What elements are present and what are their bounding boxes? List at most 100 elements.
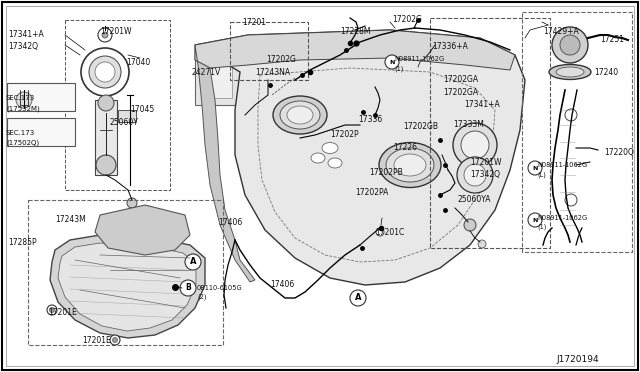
Ellipse shape <box>273 96 327 134</box>
Text: (17532M): (17532M) <box>6 105 40 112</box>
Text: (17502Q): (17502Q) <box>6 140 39 147</box>
Polygon shape <box>195 45 255 282</box>
Text: 0B110-6105G: 0B110-6105G <box>197 285 243 291</box>
Text: 17228M: 17228M <box>340 27 371 36</box>
Text: 25060Y: 25060Y <box>110 118 139 127</box>
Text: N: N <box>389 60 395 64</box>
Bar <box>118 110 136 122</box>
Circle shape <box>16 92 32 108</box>
Text: 17202PB: 17202PB <box>369 168 403 177</box>
Text: 17201W: 17201W <box>470 158 502 167</box>
Ellipse shape <box>280 101 320 129</box>
Ellipse shape <box>386 148 434 182</box>
Bar <box>7 118 75 146</box>
Circle shape <box>478 240 486 248</box>
Text: A: A <box>355 294 361 302</box>
Polygon shape <box>195 30 525 285</box>
Text: 17045: 17045 <box>130 105 154 114</box>
Text: 17251: 17251 <box>600 35 624 44</box>
Polygon shape <box>95 205 190 255</box>
Text: N: N <box>532 218 538 222</box>
Text: 17202G: 17202G <box>392 15 422 24</box>
Circle shape <box>127 198 137 208</box>
Text: 17040: 17040 <box>126 58 150 67</box>
Text: 17341+A: 17341+A <box>8 30 44 39</box>
Bar <box>230 22 308 80</box>
Circle shape <box>102 32 108 38</box>
Circle shape <box>89 56 121 88</box>
Text: 17201: 17201 <box>242 18 266 27</box>
Text: N08911-1062G: N08911-1062G <box>394 56 444 62</box>
Text: 17202P: 17202P <box>330 130 358 139</box>
Text: 17243M: 17243M <box>55 215 86 224</box>
Circle shape <box>185 254 201 270</box>
Text: 24271V: 24271V <box>192 68 221 77</box>
Ellipse shape <box>394 154 426 176</box>
Circle shape <box>95 62 115 82</box>
Polygon shape <box>58 243 196 331</box>
Circle shape <box>376 228 384 236</box>
Text: SEC.173: SEC.173 <box>6 95 35 101</box>
Circle shape <box>565 194 577 206</box>
Ellipse shape <box>322 142 338 154</box>
Circle shape <box>47 305 57 315</box>
Text: 17202PA: 17202PA <box>355 188 388 197</box>
Text: A: A <box>189 257 196 266</box>
Text: (L): (L) <box>537 171 546 177</box>
Circle shape <box>49 308 54 312</box>
Text: 17336: 17336 <box>358 115 382 124</box>
Text: B: B <box>185 283 191 292</box>
Circle shape <box>461 131 489 159</box>
Ellipse shape <box>549 64 591 80</box>
Ellipse shape <box>379 142 441 187</box>
Text: 17429+A: 17429+A <box>543 27 579 36</box>
Bar <box>65 20 170 190</box>
Text: 17202GB: 17202GB <box>403 122 438 131</box>
Text: 17285P: 17285P <box>8 238 36 247</box>
Text: 17342Q: 17342Q <box>470 170 500 179</box>
Text: 17201W: 17201W <box>100 27 131 36</box>
Bar <box>522 12 632 252</box>
Bar <box>95 100 117 175</box>
Circle shape <box>528 161 542 175</box>
Text: (1): (1) <box>537 224 547 231</box>
Text: 17201E: 17201E <box>48 308 77 317</box>
Text: 17342Q: 17342Q <box>8 42 38 51</box>
Ellipse shape <box>556 67 584 77</box>
Text: 17406: 17406 <box>218 218 243 227</box>
Polygon shape <box>195 30 515 70</box>
Circle shape <box>385 55 399 69</box>
Circle shape <box>110 335 120 345</box>
Text: 17202GA: 17202GA <box>443 75 478 84</box>
Text: N08911-1062G: N08911-1062G <box>537 215 587 221</box>
Text: 17341+A: 17341+A <box>464 100 500 109</box>
Text: N: N <box>532 166 538 170</box>
Circle shape <box>180 280 196 296</box>
Text: 17220Q: 17220Q <box>604 148 634 157</box>
Bar <box>195 55 240 105</box>
Circle shape <box>464 219 476 231</box>
Circle shape <box>464 164 486 186</box>
Bar <box>28 200 223 345</box>
Circle shape <box>96 155 116 175</box>
Text: 17406: 17406 <box>270 280 294 289</box>
Ellipse shape <box>328 158 342 168</box>
Text: 17201C: 17201C <box>375 228 404 237</box>
Circle shape <box>81 48 129 96</box>
Circle shape <box>565 109 577 121</box>
Text: 17243NA: 17243NA <box>255 68 290 77</box>
Text: 17202GA: 17202GA <box>443 88 478 97</box>
Circle shape <box>560 35 580 55</box>
Text: 17201E: 17201E <box>82 336 111 345</box>
Text: 17226: 17226 <box>393 143 417 152</box>
Circle shape <box>552 27 588 63</box>
Text: (2): (2) <box>197 294 207 301</box>
Bar <box>430 18 550 248</box>
Circle shape <box>350 290 366 306</box>
Polygon shape <box>50 235 205 338</box>
Text: 17333M: 17333M <box>453 120 484 129</box>
Circle shape <box>453 123 497 167</box>
Circle shape <box>98 95 114 111</box>
Text: 17336+A: 17336+A <box>432 42 468 51</box>
Circle shape <box>528 213 542 227</box>
